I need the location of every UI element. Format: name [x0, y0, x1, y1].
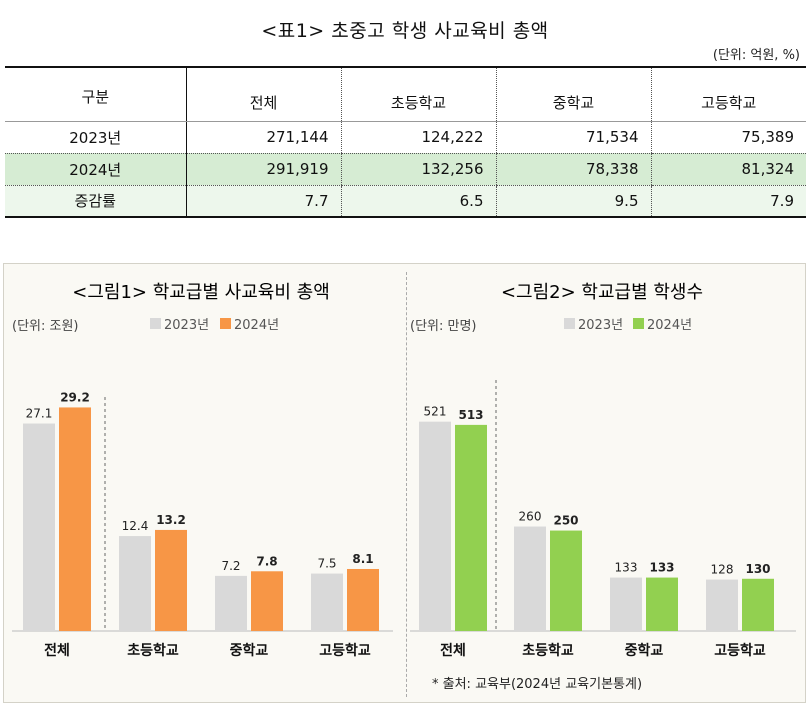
chart1-legend-2024: 2024년	[234, 318, 279, 333]
data-label: 260	[519, 510, 542, 524]
data-label: 133	[615, 561, 638, 575]
legend-swatch-2024	[633, 318, 644, 329]
bar-2023년	[119, 536, 151, 631]
category-label: 초등학교	[127, 643, 179, 659]
bar-2024년	[251, 571, 283, 631]
bar-2023년	[215, 575, 247, 631]
legend-swatch-2023	[150, 318, 161, 329]
table-cell: 291,919	[185, 153, 341, 186]
table-cell: 271,144	[185, 121, 341, 154]
bar-2024년	[742, 578, 774, 631]
data-label: 130	[745, 562, 770, 576]
chart2-legend-2024: 2024년	[647, 318, 692, 333]
expense-table: 구분 전체 초등학교 중학교 고등학교 2023년 271,144 124,22…	[5, 66, 806, 218]
table-title: <표1> 초중고 학생 사교육비 총액	[261, 20, 549, 42]
table-cell: 9.5	[495, 185, 651, 217]
table-cell: 7.7	[185, 185, 341, 217]
bar-2024년	[550, 530, 582, 631]
data-label: 128	[711, 563, 734, 577]
table-cell: 81,324	[650, 153, 806, 186]
chart2-marks: 521 513 전체 260 250 초등학교 133 133 중학교 128 130 고등학교	[419, 405, 774, 659]
table-unit: (단위: 억원, %)	[712, 48, 800, 63]
table-cell: 6.5	[340, 185, 496, 217]
table-cell: 71,534	[495, 121, 651, 154]
table-cell: 75,389	[650, 121, 806, 154]
table-cell: 132,256	[340, 153, 496, 186]
chart2-legend-2023: 2023년	[578, 318, 623, 333]
bar-2023년	[23, 423, 55, 631]
row-label: 증감률	[5, 185, 186, 217]
bar-2023년	[610, 577, 642, 631]
table-cell: 78,338	[495, 153, 651, 186]
table-row: 2024년 291,919 132,256 78,338 81,324	[5, 153, 806, 186]
chart1-legend-2023: 2023년	[164, 318, 209, 333]
bar-2024년	[59, 407, 91, 631]
category-label: 고등학교	[714, 643, 766, 659]
data-label: 27.1	[26, 407, 53, 421]
legend-swatch-2024	[220, 318, 231, 329]
category-label: 전체	[440, 642, 466, 659]
header-col: 고등학교	[650, 66, 806, 122]
table-row: 증감률 7.7 6.5 9.5 7.9	[5, 185, 806, 217]
bar-2024년	[646, 577, 678, 631]
row-label: 2023년	[5, 121, 186, 154]
table-cell: 124,222	[340, 121, 496, 154]
category-label: 중학교	[625, 643, 664, 659]
data-label: 513	[458, 408, 483, 422]
category-label: 고등학교	[319, 643, 371, 659]
data-label: 7.8	[256, 554, 277, 568]
header-col: 전체	[185, 67, 341, 122]
data-label: 521	[424, 405, 447, 419]
table-row: 2023년 271,144 124,222 71,534 75,389	[5, 121, 806, 154]
row-label: 2024년	[5, 153, 186, 186]
data-label: 13.2	[156, 513, 186, 527]
bar-2024년	[155, 529, 187, 631]
bar-2023년	[706, 579, 738, 631]
bar-2024년	[347, 568, 379, 631]
panel-divider	[406, 272, 407, 697]
category-label: 전체	[44, 642, 70, 659]
data-label: 133	[649, 561, 674, 575]
data-label: 8.1	[352, 552, 373, 566]
chart1-marks: 27.1 29.2 전체 12.4 13.2 초등학교 7.2 7.8 중학교 7.5 8.1 고등학…	[23, 390, 379, 659]
bar-2023년	[419, 421, 451, 631]
bar-2023년	[311, 573, 343, 631]
source-note: * 출처: 교육부(2024년 교육기본통계)	[432, 677, 642, 692]
chart1-unit: (단위: 조원)	[12, 319, 79, 334]
data-label: 7.5	[317, 557, 336, 571]
category-label: 중학교	[230, 643, 269, 659]
bar-2024년	[455, 424, 487, 631]
chart2-title: <그림2> 학교급별 학생수	[501, 282, 703, 303]
chart2-unit: (단위: 만명)	[410, 319, 477, 334]
header-col: 중학교	[495, 66, 651, 122]
data-label: 12.4	[122, 519, 149, 533]
bar-2023년	[514, 526, 546, 631]
data-label: 250	[553, 514, 578, 528]
header-col: 초등학교	[340, 66, 496, 122]
data-label: 7.2	[221, 559, 240, 573]
header-category: 구분	[5, 67, 186, 122]
category-label: 초등학교	[522, 643, 574, 659]
legend-swatch-2023	[564, 318, 575, 329]
table-cell: 7.9	[650, 185, 806, 217]
chart1-title: <그림1> 학교급별 사교육비 총액	[72, 282, 330, 303]
data-label: 29.2	[60, 390, 90, 404]
